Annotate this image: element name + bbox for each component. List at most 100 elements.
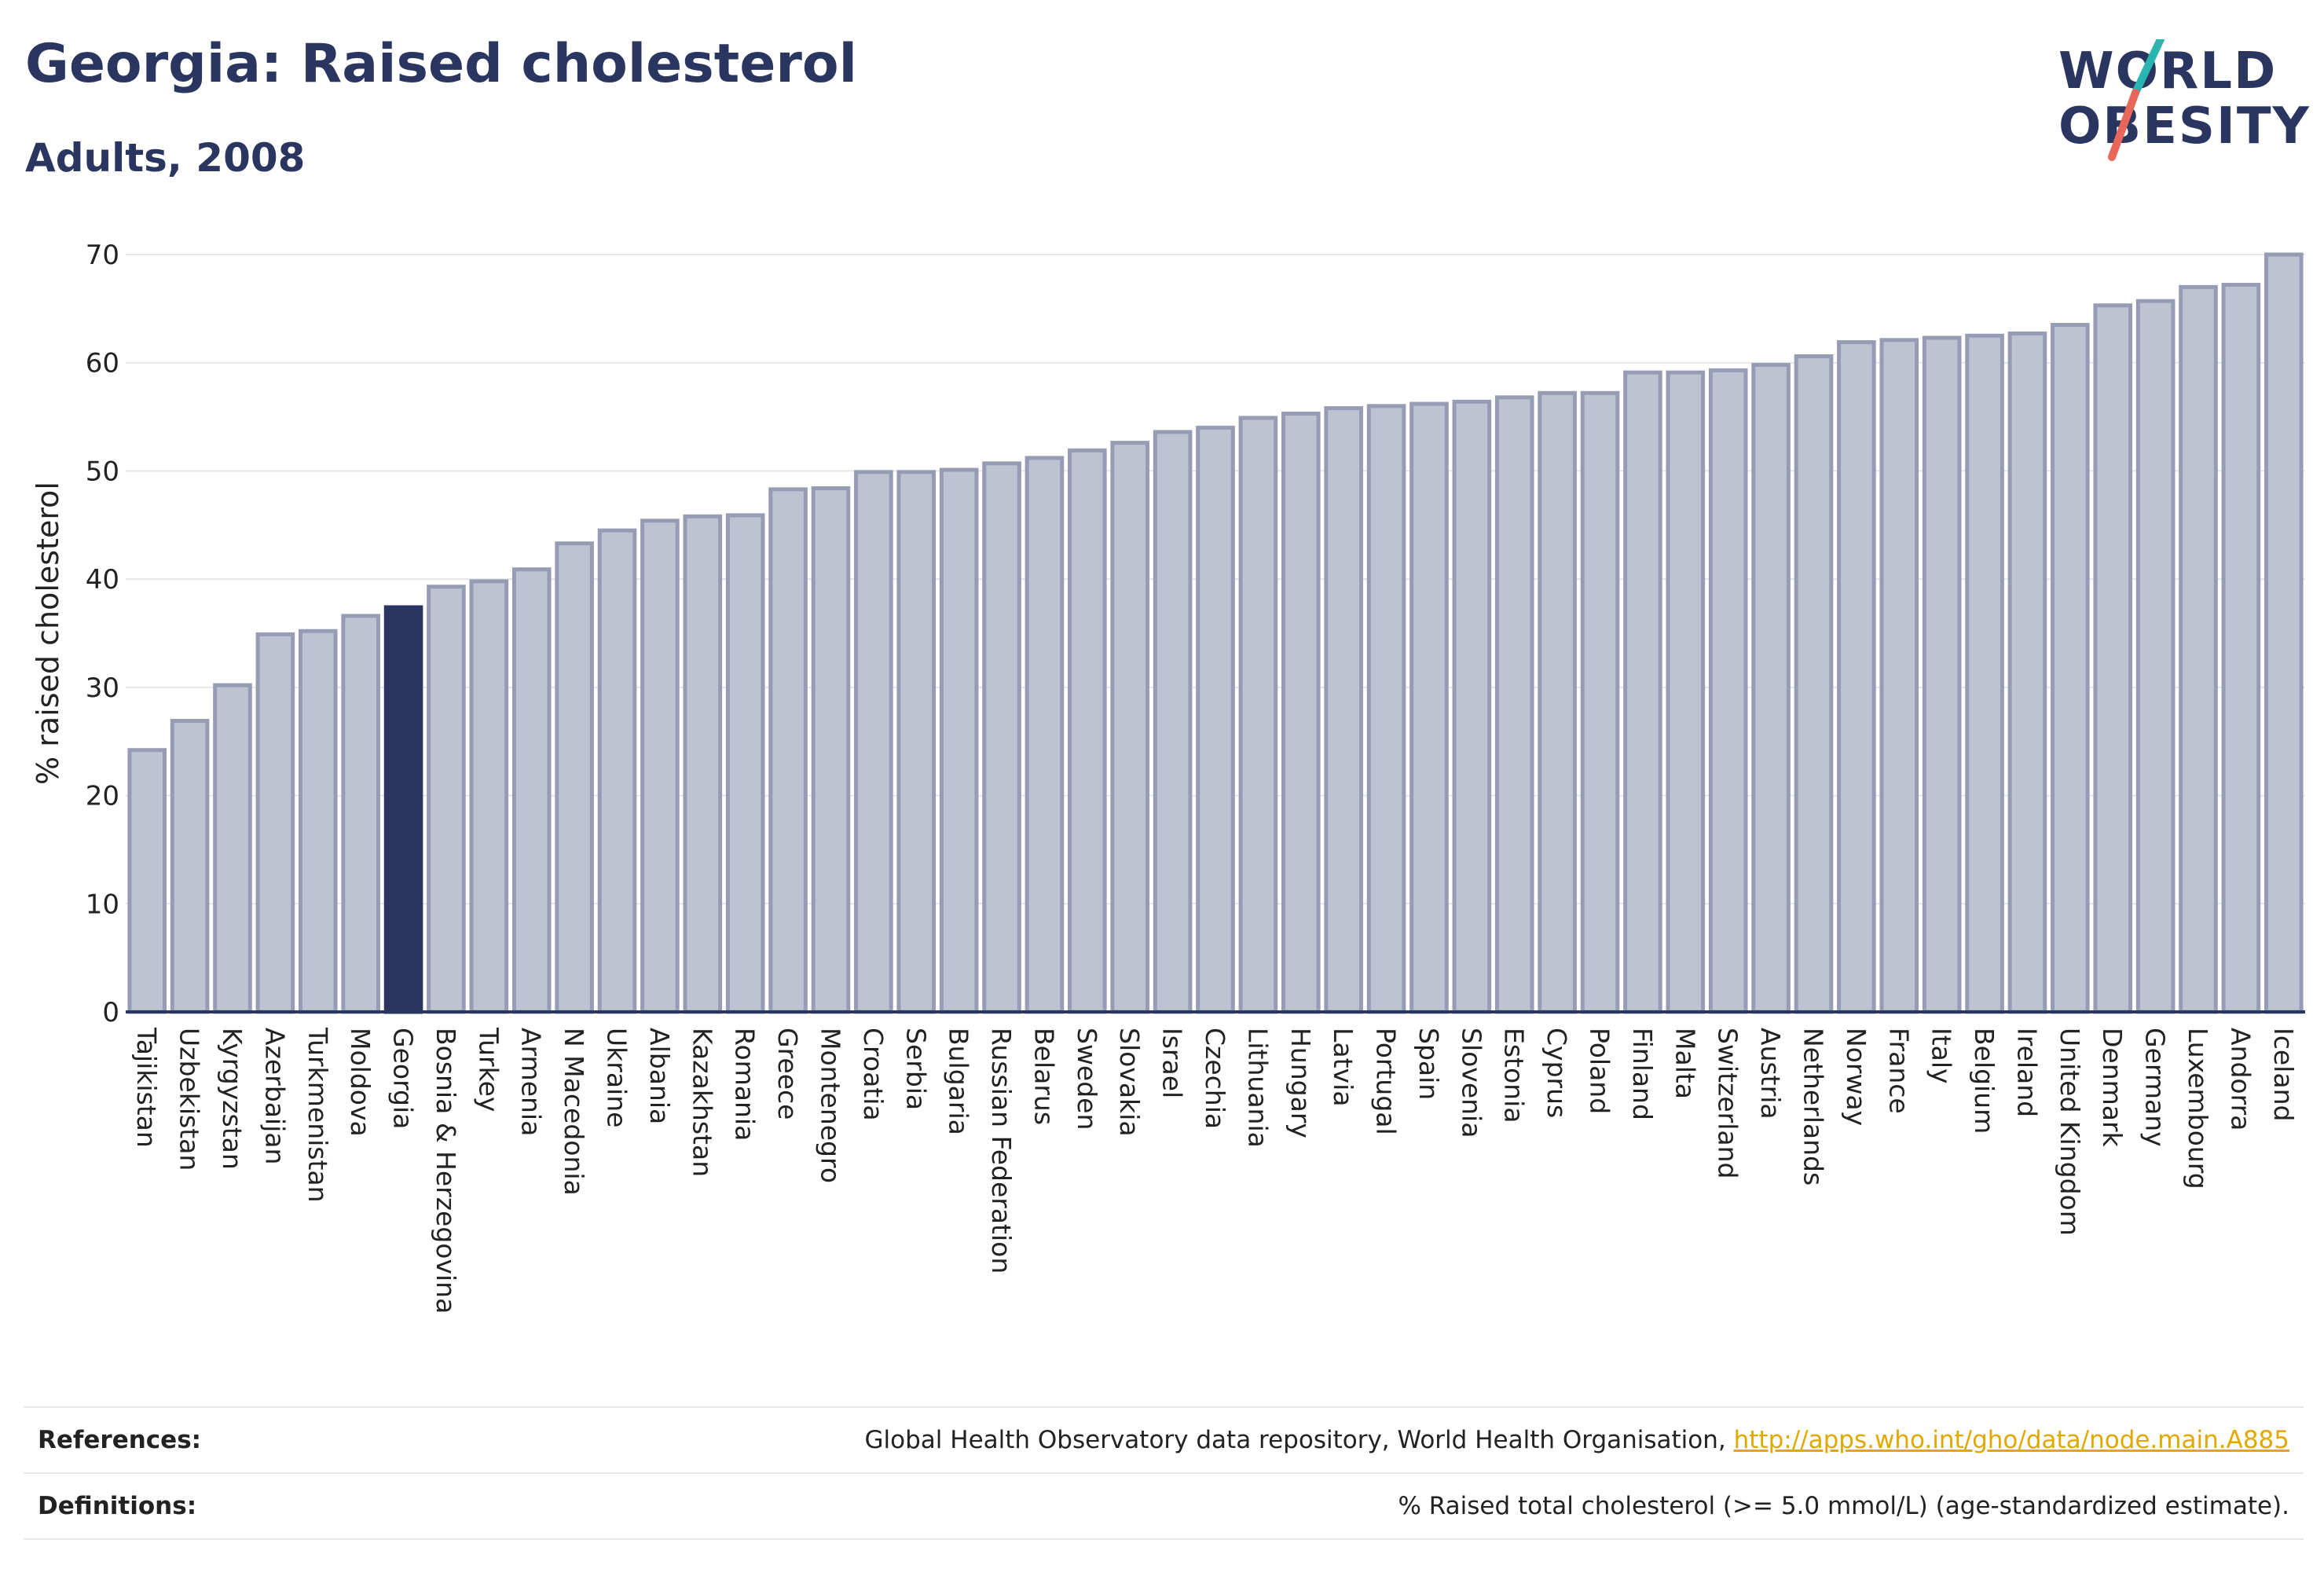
y-tick-label: 70 [86, 240, 119, 271]
x-tick-label: Bulgaria [944, 1028, 974, 1135]
y-tick-label: 20 [86, 781, 119, 812]
x-tick-label: Moldova [345, 1028, 376, 1137]
y-tick-label: 60 [86, 348, 119, 379]
x-tick-label: Russian Federation [986, 1028, 1017, 1274]
bar [469, 579, 509, 1014]
chart-subtitle: Adults, 2008 [25, 135, 306, 181]
bar [341, 614, 380, 1014]
bar [1025, 456, 1065, 1014]
bar [1281, 411, 1321, 1014]
x-tick-label: Sweden [1072, 1028, 1102, 1130]
bar [1794, 354, 1834, 1014]
bar [1494, 395, 1534, 1014]
bar [1538, 390, 1577, 1014]
bar [1110, 441, 1150, 1014]
references-value: Global Health Observatory data repositor… [865, 1426, 2304, 1454]
x-tick-label: Germany [2140, 1028, 2171, 1147]
x-tick-label: Israel [1157, 1028, 1188, 1098]
bar [811, 486, 851, 1014]
x-tick-label: Romania [730, 1028, 761, 1141]
bar [555, 541, 594, 1014]
x-tick-label: Slovenia [1456, 1028, 1486, 1138]
x-tick-label: Belgium [1969, 1028, 2000, 1134]
chart-title: Georgia: Raised cholesterol [25, 33, 857, 95]
bar [1153, 430, 1193, 1014]
bar [1324, 406, 1363, 1014]
bar [768, 487, 808, 1014]
world-obesity-logo-graphic: WORLD OBESITY [2058, 35, 2310, 161]
bar [255, 632, 295, 1014]
x-tick-label: Hungary [1285, 1028, 1316, 1138]
x-tick-label: Ireland [2011, 1028, 2042, 1117]
x-tick-label: Belarus [1028, 1028, 1059, 1125]
bar [1879, 338, 1919, 1014]
bar [725, 513, 765, 1014]
x-tick-label: Netherlands [1798, 1028, 1828, 1186]
references-label: References: [38, 1426, 202, 1454]
x-tick-label: Bosnia & Herzegovina [431, 1028, 461, 1314]
x-tick-label: Italy [1926, 1028, 1957, 1084]
references-text: Global Health Observatory data repositor… [864, 1426, 1734, 1454]
definitions-label: Definitions: [38, 1492, 197, 1520]
logo-line2: OBESITY [2058, 97, 2310, 156]
x-tick-label: Cyprus [1541, 1028, 1572, 1118]
bar [213, 683, 252, 1014]
x-tick-label: Albania [644, 1028, 675, 1124]
x-tick-label: France [1883, 1028, 1914, 1114]
x-tick-label: Slovakia [1114, 1028, 1145, 1137]
bar [2093, 303, 2133, 1014]
world-obesity-logo: WORLD OBESITY [2043, 35, 2310, 173]
definitions-row: Definitions: % Raised total cholesterol … [24, 1472, 2304, 1540]
x-tick-label: Ukraine [602, 1028, 632, 1127]
bar [383, 605, 423, 1014]
bar [2051, 323, 2090, 1014]
x-tick-label: Portugal [1371, 1028, 1402, 1135]
bar-chart: 0 10 20 30 40 50 60 70 % raised cholesterol Tajik… [31, 240, 2305, 1314]
x-tick-label: Latvia [1328, 1028, 1358, 1106]
x-tick-label: Montenegro [815, 1028, 845, 1183]
bar [1837, 340, 1876, 1014]
y-axis-label: % raised cholesterol [31, 482, 65, 785]
bar [1452, 399, 1492, 1014]
bar [127, 748, 167, 1014]
bar [511, 567, 552, 1014]
bar [1238, 416, 1278, 1014]
x-tick-label: United Kingdom [2055, 1028, 2085, 1236]
x-tick-label: Armenia [516, 1028, 547, 1136]
references-link[interactable]: http://apps.who.int/gho/data/node.main.A… [1733, 1426, 2289, 1454]
bar [170, 719, 210, 1014]
x-tick-label: Azerbaijan [259, 1028, 290, 1164]
bar [1708, 368, 1748, 1014]
bar [1623, 370, 1662, 1014]
bar [1196, 425, 1235, 1014]
logo-line1: WORLD [2058, 42, 2277, 101]
x-tick-label: Tajikistan [131, 1027, 162, 1148]
bar [298, 629, 338, 1014]
x-tick-label: Croatia [858, 1028, 889, 1121]
bar [1965, 333, 2004, 1014]
bar [1580, 390, 1620, 1014]
bar [1666, 370, 1706, 1014]
x-tick-label: Turkey [473, 1027, 504, 1112]
y-tick-label: 50 [86, 456, 119, 487]
x-tick-label: Austria [1755, 1028, 1786, 1120]
y-tick-label: 40 [86, 564, 119, 596]
x-tick-label: Poland [1585, 1028, 1615, 1114]
x-tick-label: Georgia [388, 1028, 419, 1129]
x-tick-label: N Macedonia [559, 1028, 589, 1196]
bar [854, 470, 893, 1014]
bar [982, 461, 1021, 1014]
y-tick-label: 30 [86, 673, 119, 704]
bar [683, 514, 723, 1014]
x-tick-label: Norway [1841, 1028, 1871, 1126]
bar [1366, 404, 1406, 1014]
x-tick-label: Denmark [2097, 1028, 2128, 1148]
logo-slash-bottom [2108, 89, 2139, 161]
definitions-value: % Raised total cholesterol (>= 5.0 mmol/… [1398, 1492, 2289, 1520]
bar [2264, 252, 2304, 1014]
references-table: References: Global Health Observatory da… [24, 1406, 2304, 1540]
x-tick-label: Kazakhstan [687, 1028, 717, 1177]
bar [597, 528, 637, 1014]
bar [939, 467, 979, 1014]
bar [1068, 448, 1107, 1014]
